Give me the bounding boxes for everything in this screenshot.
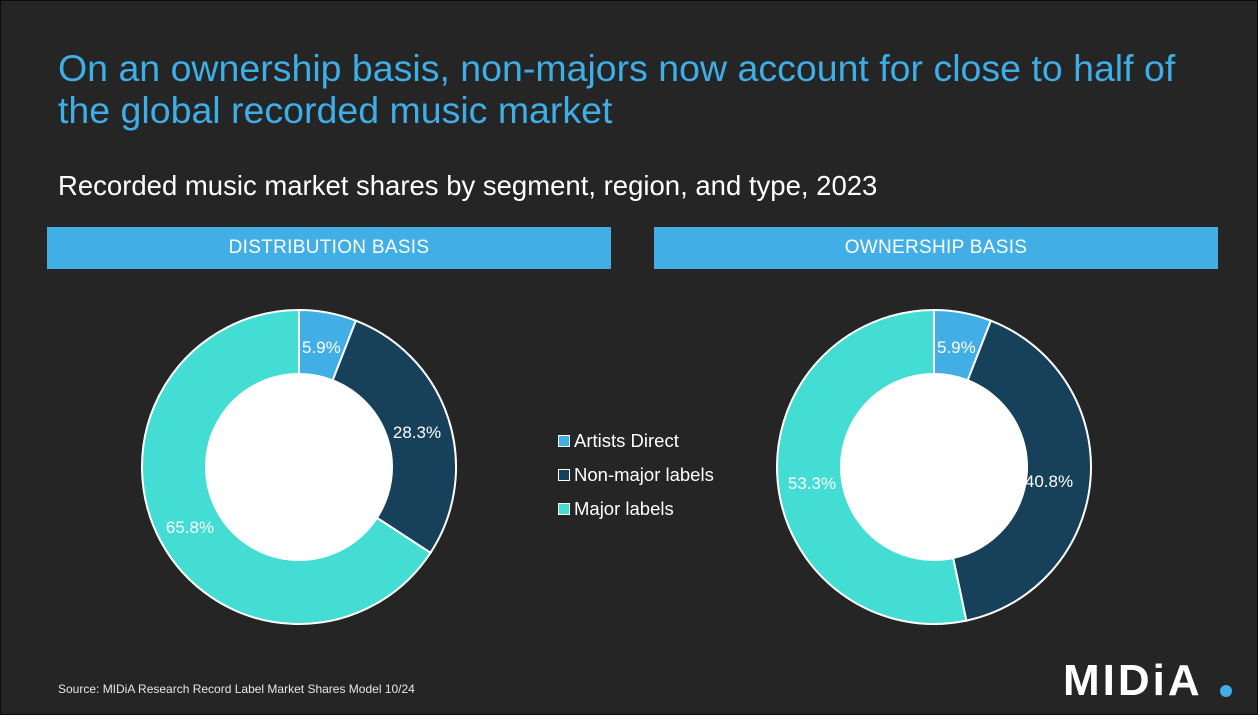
legend-label-artists-direct: Artists Direct — [574, 430, 679, 451]
distribution-label-major-labels: 65.8% — [166, 518, 214, 537]
distribution-donut-hole — [206, 374, 392, 560]
legend-item-artists-direct: Artists Direct — [558, 424, 714, 458]
logo-dot-icon — [1220, 685, 1232, 697]
ownership-donut-hole — [841, 374, 1027, 560]
slide-title: On an ownership basis, non-majors now ac… — [58, 47, 1176, 131]
chart-subtitle: Recorded music market shares by segment,… — [58, 170, 878, 201]
midia-logo: MIDiA — [1063, 656, 1232, 705]
ownership-label-major-labels: 53.3% — [788, 474, 836, 493]
ownership-label-artists-direct: 5.9% — [937, 338, 976, 357]
source-note: Source: MIDiA Research Record Label Mark… — [58, 682, 415, 696]
legend-swatch-artists-direct — [558, 435, 570, 447]
logo-wordmark: MIDiA — [1063, 656, 1203, 705]
legend-swatch-non-major-labels — [558, 469, 570, 481]
legend: Artists Direct Non-major labels Major la… — [558, 424, 714, 526]
ownership-basis-header: OWNERSHIP BASIS — [654, 227, 1218, 269]
distribution-slice-non-major-labels — [331, 319, 457, 555]
legend-item-major-labels: Major labels — [558, 492, 714, 526]
legend-item-non-major-labels: Non-major labels — [558, 458, 714, 492]
distribution-label-non-major-labels: 28.3% — [393, 423, 441, 442]
legend-label-major-labels: Major labels — [574, 498, 674, 519]
distribution-basis-header: DISTRIBUTION BASIS — [47, 227, 611, 269]
legend-swatch-major-labels — [558, 503, 570, 515]
ownership-slice-major-labels — [776, 308, 968, 625]
distribution-label-artists-direct: 5.9% — [302, 338, 341, 357]
legend-label-non-major-labels: Non-major labels — [574, 464, 714, 485]
ownership-label-non-major-labels: 40.8% — [1025, 472, 1073, 491]
